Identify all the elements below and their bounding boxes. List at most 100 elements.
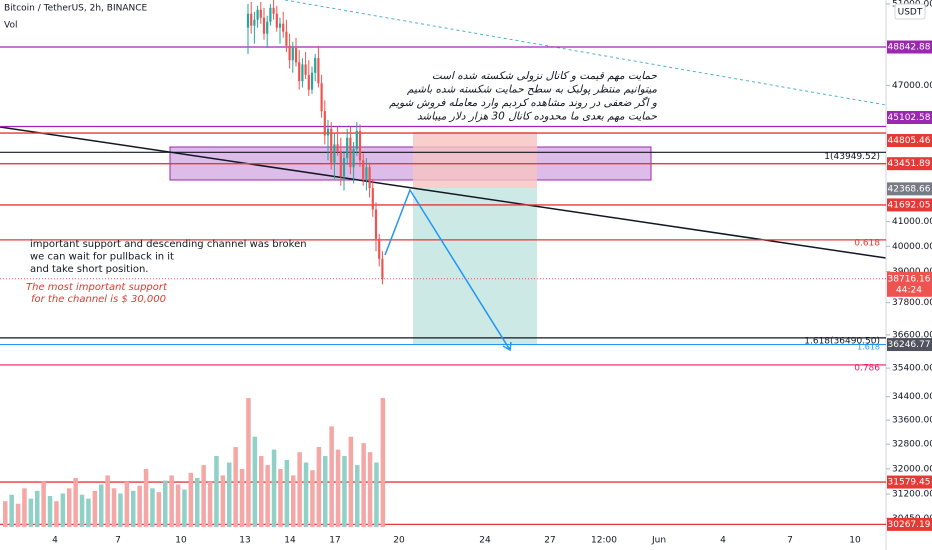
candle-body xyxy=(294,47,298,63)
annotations: 1(43949.52) 0.618 1.618(36490.50) 0.786 1.61… xyxy=(26,70,880,373)
volume-bar xyxy=(355,465,360,527)
volume-bar xyxy=(131,490,136,527)
candle-body xyxy=(301,64,304,82)
price-tag-label: 44805.46 xyxy=(888,136,931,146)
y-tick-label: 40000.00 xyxy=(892,242,932,252)
price-tag xyxy=(887,475,932,489)
volume-bar xyxy=(105,475,110,527)
volume-label: Vol xyxy=(4,21,17,31)
price-tag xyxy=(887,198,932,212)
volume-bar xyxy=(15,503,21,527)
volume-bar xyxy=(265,465,270,527)
y-tick-label: 36600.00 xyxy=(892,330,932,340)
english-note: we can wait for pullback in it xyxy=(30,252,174,263)
candle-body xyxy=(365,167,368,179)
candle-body xyxy=(339,151,342,177)
volume-bar xyxy=(99,484,104,527)
candle-body xyxy=(333,144,336,163)
volume-bar xyxy=(111,488,117,527)
price-tag xyxy=(887,517,932,531)
countdown: 44:24 xyxy=(896,285,922,295)
red-note: for the channel is $ 30,000 xyxy=(31,294,166,305)
volume-bar xyxy=(259,456,264,527)
price-tag-label: 31579.45 xyxy=(888,478,931,488)
y-tick-label: 47000.00 xyxy=(892,81,932,91)
english-note: important support and descending channel… xyxy=(30,239,307,250)
volume-bar xyxy=(239,468,245,527)
volume-bar xyxy=(137,485,142,527)
volume-bar xyxy=(271,449,277,527)
volume-bar xyxy=(278,468,283,527)
volume-bar xyxy=(220,475,226,527)
volume-bar xyxy=(297,452,302,527)
candle-body xyxy=(291,47,294,61)
persian-note: حمایت مهم قیمت و کانال نزولی شکسته شده ا… xyxy=(432,70,658,82)
candle-body xyxy=(282,23,285,32)
candle-body xyxy=(352,148,355,168)
price-axis: 51000.0047000.0041000.0040000.0039000.00… xyxy=(52,0,932,546)
x-tick-label: 27 xyxy=(544,536,555,546)
volume-bar xyxy=(284,459,290,527)
candle-body xyxy=(256,9,259,20)
price-tag xyxy=(887,110,932,124)
price-tag-label: 45102.58 xyxy=(888,113,931,123)
x-tick-label: 12:00 xyxy=(591,536,617,546)
volume-bar xyxy=(150,488,155,527)
stop-zone xyxy=(413,132,537,188)
candle-body xyxy=(314,58,317,73)
volume-bar xyxy=(316,447,322,527)
volume-bar xyxy=(28,498,34,527)
volume-bar xyxy=(374,462,379,527)
candle-body xyxy=(246,13,250,28)
candles xyxy=(246,0,384,285)
candle-body xyxy=(253,19,256,26)
chart-title: Bitcoin / TetherUS, 2h, BINANCE xyxy=(4,4,148,14)
candle-body xyxy=(362,160,365,179)
candle-body xyxy=(355,130,358,149)
volume-bar xyxy=(252,436,258,527)
price-tag xyxy=(887,182,932,196)
candle-body xyxy=(285,31,288,46)
volume-bar xyxy=(246,398,251,527)
candle-body xyxy=(330,128,333,163)
volume-bar xyxy=(361,443,366,527)
volume-bar xyxy=(118,493,123,527)
volume-bar xyxy=(207,481,213,527)
fib-label: 0.618 xyxy=(854,238,880,248)
volume-bar xyxy=(195,477,200,527)
volume-bar xyxy=(54,501,59,527)
candle-body xyxy=(262,17,266,34)
price-tag xyxy=(887,338,932,352)
candle-body xyxy=(326,128,330,136)
volume-bar xyxy=(156,492,162,527)
x-tick-label: 7 xyxy=(115,536,121,546)
y-tick-label: 32800.00 xyxy=(892,440,932,450)
candle-body xyxy=(358,130,362,161)
persian-note: و اگر ضعفی در روند مشاهده کردیم وارد معا… xyxy=(389,96,657,109)
volume-bar xyxy=(3,501,8,527)
price-tag xyxy=(887,40,932,54)
volume-bar xyxy=(323,456,328,527)
y-tick-label: 31200.00 xyxy=(892,490,932,500)
price-tag-label: 36246.77 xyxy=(888,340,931,350)
candle-body xyxy=(320,83,323,112)
last-price: 38716.16 xyxy=(888,274,931,284)
currency: USDT xyxy=(898,8,923,18)
volume-bar xyxy=(233,447,238,527)
candle-body xyxy=(349,137,352,168)
price-tag xyxy=(887,133,932,147)
volume-bar xyxy=(227,462,232,527)
x-tick-label: 24 xyxy=(479,536,491,546)
y-tick-label: 34400.00 xyxy=(892,392,932,402)
y-tick-label: 37800.00 xyxy=(892,298,932,308)
candle-body xyxy=(304,64,307,75)
volume-bar xyxy=(303,462,309,527)
volume-bar xyxy=(124,481,130,527)
volume-bar xyxy=(342,456,347,527)
volume-bar xyxy=(9,494,14,527)
volume-bar xyxy=(169,475,174,527)
y-tick-label: 35400.00 xyxy=(892,364,932,374)
price-tag-label: 42368.66 xyxy=(888,184,931,194)
volume-bar xyxy=(335,449,341,527)
